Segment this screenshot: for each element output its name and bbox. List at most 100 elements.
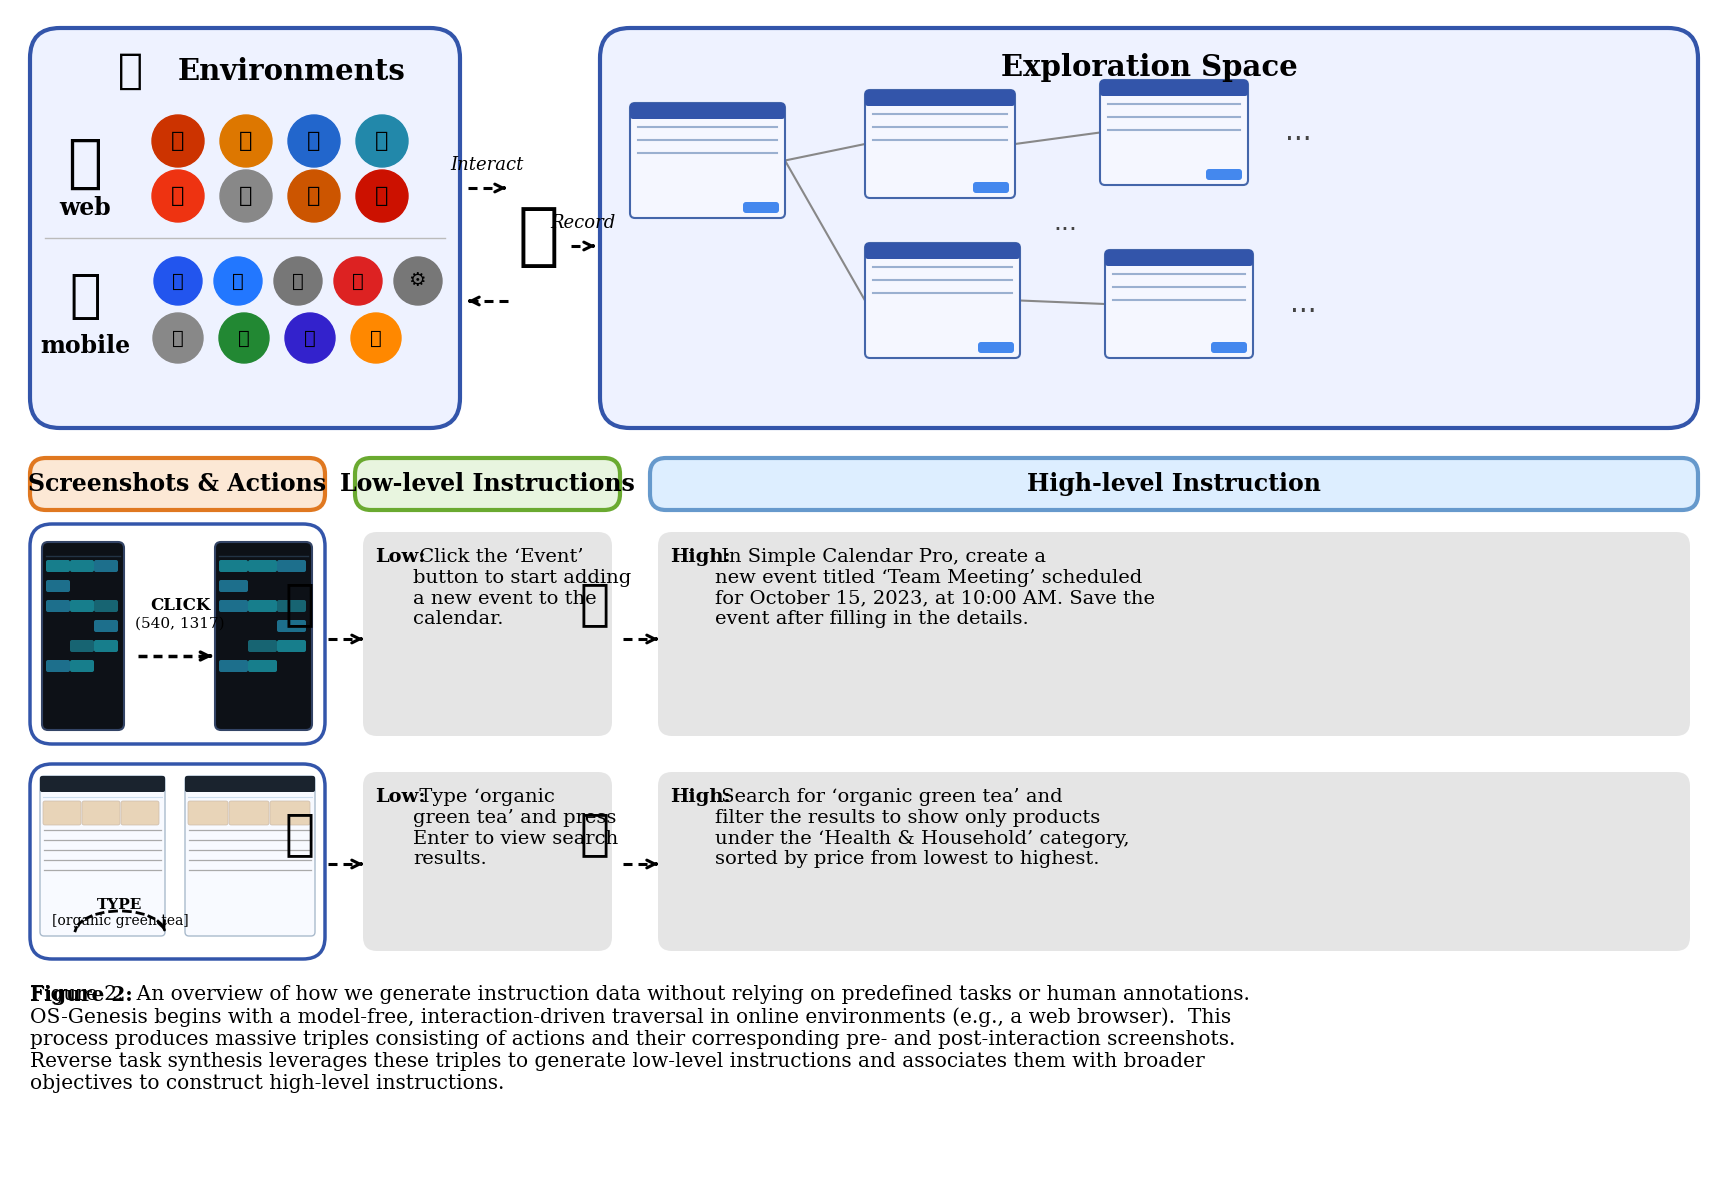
FancyBboxPatch shape xyxy=(230,801,270,825)
Text: Environments: Environments xyxy=(178,56,406,86)
Text: 🤖: 🤖 xyxy=(581,810,610,858)
FancyBboxPatch shape xyxy=(1101,80,1248,96)
FancyBboxPatch shape xyxy=(1211,341,1248,353)
Circle shape xyxy=(152,115,204,167)
Text: ⚙️: ⚙️ xyxy=(410,271,427,290)
Text: ...: ... xyxy=(1284,118,1312,147)
Text: 📦: 📦 xyxy=(308,131,321,150)
Text: 🌐: 🌐 xyxy=(67,135,102,191)
FancyBboxPatch shape xyxy=(29,458,325,510)
FancyBboxPatch shape xyxy=(93,620,118,632)
Text: High:: High: xyxy=(670,788,731,806)
FancyBboxPatch shape xyxy=(185,776,314,792)
Text: [organic green tea]: [organic green tea] xyxy=(52,913,188,928)
Circle shape xyxy=(394,257,442,304)
Text: 🐾: 🐾 xyxy=(238,186,252,207)
FancyBboxPatch shape xyxy=(1104,250,1253,358)
Text: Search for ‘organic green tea’ and
filter the results to show only products
unde: Search for ‘organic green tea’ and filte… xyxy=(715,788,1130,868)
FancyBboxPatch shape xyxy=(41,542,124,730)
FancyBboxPatch shape xyxy=(219,660,249,672)
FancyBboxPatch shape xyxy=(978,341,1014,353)
Text: Exploration Space: Exploration Space xyxy=(1001,54,1298,82)
Circle shape xyxy=(275,257,321,304)
Text: 🔶: 🔶 xyxy=(370,328,382,347)
Text: 📷: 📷 xyxy=(292,271,304,290)
Circle shape xyxy=(154,313,202,363)
Text: 🤖: 🤖 xyxy=(285,580,314,628)
Circle shape xyxy=(289,170,340,222)
FancyBboxPatch shape xyxy=(270,801,309,825)
FancyBboxPatch shape xyxy=(363,773,612,950)
FancyBboxPatch shape xyxy=(249,660,276,672)
Text: 👤: 👤 xyxy=(173,271,183,290)
Text: 🤖: 🤖 xyxy=(581,580,610,628)
Circle shape xyxy=(356,170,408,222)
Text: Figure 2:: Figure 2: xyxy=(29,985,133,1005)
Text: 🎵: 🎵 xyxy=(304,328,316,347)
Text: 🌿: 🌿 xyxy=(238,328,251,347)
FancyBboxPatch shape xyxy=(866,90,1014,106)
FancyBboxPatch shape xyxy=(214,542,313,730)
Circle shape xyxy=(154,257,202,304)
Circle shape xyxy=(214,257,263,304)
Circle shape xyxy=(351,313,401,363)
FancyBboxPatch shape xyxy=(219,560,249,572)
FancyBboxPatch shape xyxy=(1104,250,1253,266)
FancyBboxPatch shape xyxy=(47,580,71,592)
FancyBboxPatch shape xyxy=(276,601,306,613)
FancyBboxPatch shape xyxy=(631,103,785,219)
FancyBboxPatch shape xyxy=(188,801,228,825)
FancyBboxPatch shape xyxy=(40,776,164,792)
Text: 🗺️: 🗺️ xyxy=(238,131,252,150)
Circle shape xyxy=(219,170,271,222)
FancyBboxPatch shape xyxy=(185,776,314,936)
FancyBboxPatch shape xyxy=(29,27,460,427)
Text: Screenshots & Actions: Screenshots & Actions xyxy=(28,472,327,496)
FancyBboxPatch shape xyxy=(249,560,276,572)
Text: Record: Record xyxy=(551,214,615,232)
Text: 🤖: 🤖 xyxy=(517,203,558,270)
Text: Interact: Interact xyxy=(451,156,524,174)
FancyBboxPatch shape xyxy=(71,560,93,572)
FancyBboxPatch shape xyxy=(631,103,785,119)
FancyBboxPatch shape xyxy=(276,640,306,652)
FancyBboxPatch shape xyxy=(866,244,1020,358)
FancyBboxPatch shape xyxy=(973,181,1009,193)
Circle shape xyxy=(152,170,204,222)
FancyBboxPatch shape xyxy=(81,801,119,825)
FancyBboxPatch shape xyxy=(650,458,1699,510)
Text: High-level Instruction: High-level Instruction xyxy=(1026,472,1320,496)
Text: Low:: Low: xyxy=(375,788,425,806)
FancyBboxPatch shape xyxy=(47,601,71,613)
FancyBboxPatch shape xyxy=(219,580,249,592)
FancyBboxPatch shape xyxy=(363,533,612,736)
Text: Low-level Instructions: Low-level Instructions xyxy=(340,472,634,496)
Text: Low:: Low: xyxy=(375,548,425,566)
FancyBboxPatch shape xyxy=(1206,170,1242,180)
Text: 🌍: 🌍 xyxy=(118,50,142,92)
Text: CLICK: CLICK xyxy=(150,597,211,615)
Text: TYPE: TYPE xyxy=(97,898,143,912)
Text: Ⓜ: Ⓜ xyxy=(173,328,183,347)
FancyBboxPatch shape xyxy=(121,801,159,825)
Text: Figure 2:  An overview of how we generate instruction data without relying on pr: Figure 2: An overview of how we generate… xyxy=(29,985,1249,1093)
FancyBboxPatch shape xyxy=(43,801,81,825)
Text: Click the ‘Event’
button to start adding
a new event to the
calendar.: Click the ‘Event’ button to start adding… xyxy=(413,548,631,628)
FancyBboxPatch shape xyxy=(71,601,93,613)
Text: mobile: mobile xyxy=(40,334,130,358)
Circle shape xyxy=(219,115,271,167)
FancyBboxPatch shape xyxy=(29,524,325,744)
FancyBboxPatch shape xyxy=(93,560,118,572)
FancyBboxPatch shape xyxy=(600,27,1699,427)
FancyBboxPatch shape xyxy=(29,764,325,959)
FancyBboxPatch shape xyxy=(354,458,620,510)
Text: 🤖: 🤖 xyxy=(285,810,314,858)
Text: 📅: 📅 xyxy=(308,186,321,207)
FancyBboxPatch shape xyxy=(47,660,71,672)
Text: web: web xyxy=(59,196,111,220)
FancyBboxPatch shape xyxy=(93,601,118,613)
Text: (540, 1317): (540, 1317) xyxy=(135,617,225,630)
Text: 💬: 💬 xyxy=(375,131,389,150)
FancyBboxPatch shape xyxy=(866,244,1020,259)
Text: High:: High: xyxy=(670,548,731,566)
